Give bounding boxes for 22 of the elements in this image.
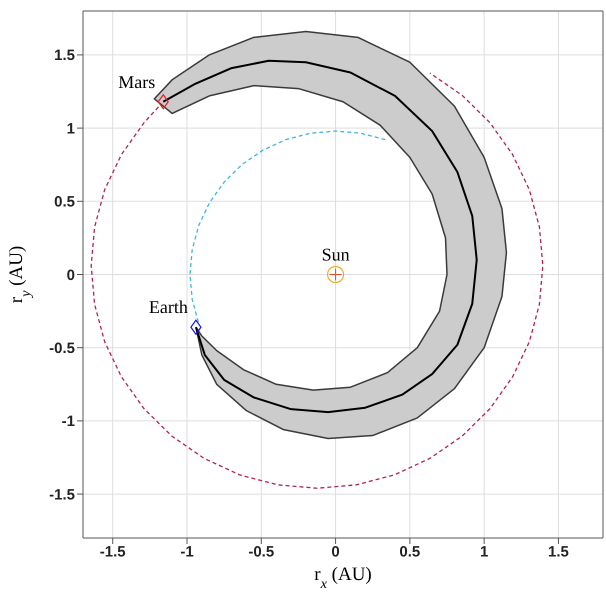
series-label: Mars	[118, 72, 156, 92]
y-tick-label: 1.5	[54, 47, 75, 64]
y-tick-label: 1	[66, 120, 75, 138]
point	[190, 320, 202, 335]
x-tick-label: 1	[480, 544, 488, 561]
x-tick-label: -1	[180, 544, 194, 561]
x-tick-label: -0.5	[248, 544, 274, 561]
point	[326, 266, 344, 284]
x-tick-label: 1.5	[548, 544, 569, 561]
series-label: Sun	[322, 244, 350, 264]
x-tick-label: -1.5	[100, 544, 126, 561]
x-axis-title: r$_{x}$ (AU)	[314, 564, 372, 592]
y-tick-label: 0.5	[54, 194, 75, 211]
y-tick-label: -1.5	[49, 486, 75, 504]
series-label: Earth	[148, 297, 188, 318]
x-tick-label: 0	[331, 544, 340, 561]
point	[158, 94, 169, 110]
line-series	[90, 72, 544, 489]
y-tick-label: -1	[62, 413, 75, 430]
y-tick-label: -0.5	[49, 340, 75, 358]
y-tick-label: 0	[66, 266, 75, 284]
x-tick-label: 0.5	[399, 544, 420, 561]
